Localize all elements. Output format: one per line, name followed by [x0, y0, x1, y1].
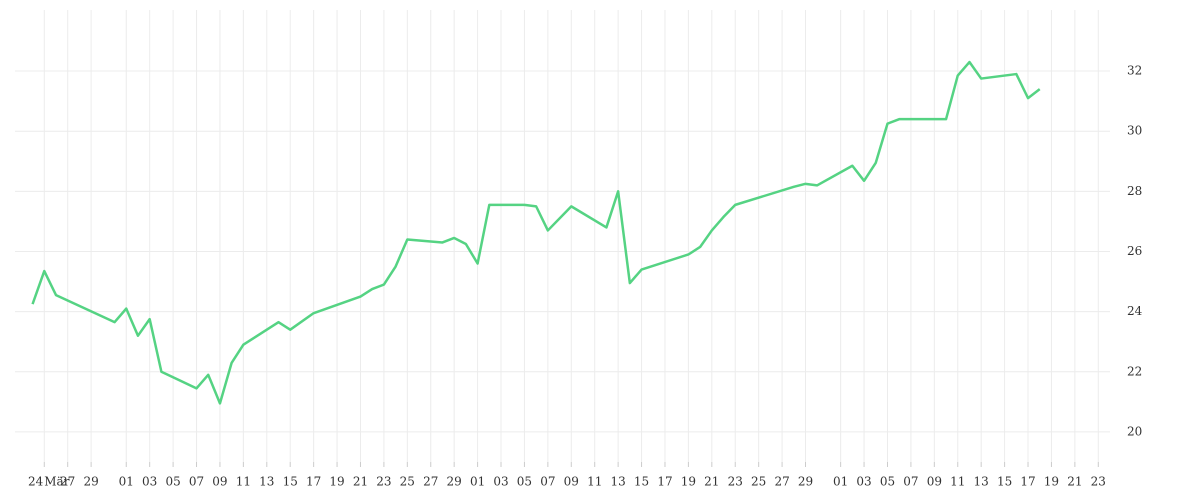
x-tick-label: 25: [400, 475, 415, 489]
x-tick-label: 05: [517, 475, 532, 489]
x-tick-label: 03: [142, 475, 157, 489]
x-tick-label: 07: [189, 475, 204, 489]
x-tick-label: 29: [83, 475, 98, 489]
x-tick-label: 17: [657, 475, 672, 489]
y-tick-label: 28: [1127, 184, 1142, 198]
x-tick-label: 19: [1044, 475, 1059, 489]
x-tick-label: 09: [927, 475, 942, 489]
x-year-label: 24: [28, 475, 44, 489]
x-tick-label: 07: [903, 475, 918, 489]
x-tick-label: 21: [1067, 475, 1082, 489]
x-tick-label: 15: [634, 475, 649, 489]
y-tick-label: 26: [1127, 244, 1142, 258]
x-tick-label: 15: [283, 475, 298, 489]
x-tick-label: 03: [856, 475, 871, 489]
x-tick-label: 13: [610, 475, 625, 489]
x-tick-label: 21: [704, 475, 719, 489]
y-tick-label: 32: [1127, 64, 1142, 78]
x-tick-label: 17: [1020, 475, 1035, 489]
x-tick-label: 11: [236, 475, 251, 489]
x-tick-label: 19: [681, 475, 696, 489]
x-tick-label: 23: [728, 475, 743, 489]
x-tick-label: Mär: [44, 475, 69, 489]
x-tick-label: 13: [974, 475, 989, 489]
y-tick-label: 30: [1127, 124, 1142, 138]
x-tick-label: 13: [259, 475, 274, 489]
x-tick-label: 01: [119, 475, 134, 489]
x-tick-label: 29: [447, 475, 462, 489]
y-tick-label: 22: [1127, 364, 1142, 378]
x-tick-label: 11: [587, 475, 602, 489]
x-tick-label: 29: [798, 475, 813, 489]
x-tick-label: 23: [1091, 475, 1106, 489]
x-tick-label: 17: [306, 475, 321, 489]
data-line: [31, 60, 1041, 405]
x-tick-label: 15: [997, 475, 1012, 489]
x-tick-label: 05: [880, 475, 895, 489]
x-tick-label: 09: [212, 475, 227, 489]
x-tick-label: 27: [774, 475, 789, 489]
x-tick-label: 09: [564, 475, 579, 489]
x-tick-label: 07: [540, 475, 555, 489]
x-tick-label: 25: [751, 475, 766, 489]
x-tick-label: 19: [329, 475, 344, 489]
y-tick-label: 24: [1127, 304, 1143, 318]
x-tick-label: 27: [423, 475, 438, 489]
x-tick-label: 01: [470, 475, 485, 489]
x-tick-label: 21: [353, 475, 368, 489]
y-tick-label: 20: [1127, 424, 1142, 438]
x-tick-label: 01: [833, 475, 848, 489]
x-tick-label: 11: [950, 475, 965, 489]
x-tick-label: 27: [60, 475, 75, 489]
x-tick-label: 05: [165, 475, 180, 489]
x-tick-label: 23: [376, 475, 391, 489]
x-tick-label: 03: [493, 475, 508, 489]
